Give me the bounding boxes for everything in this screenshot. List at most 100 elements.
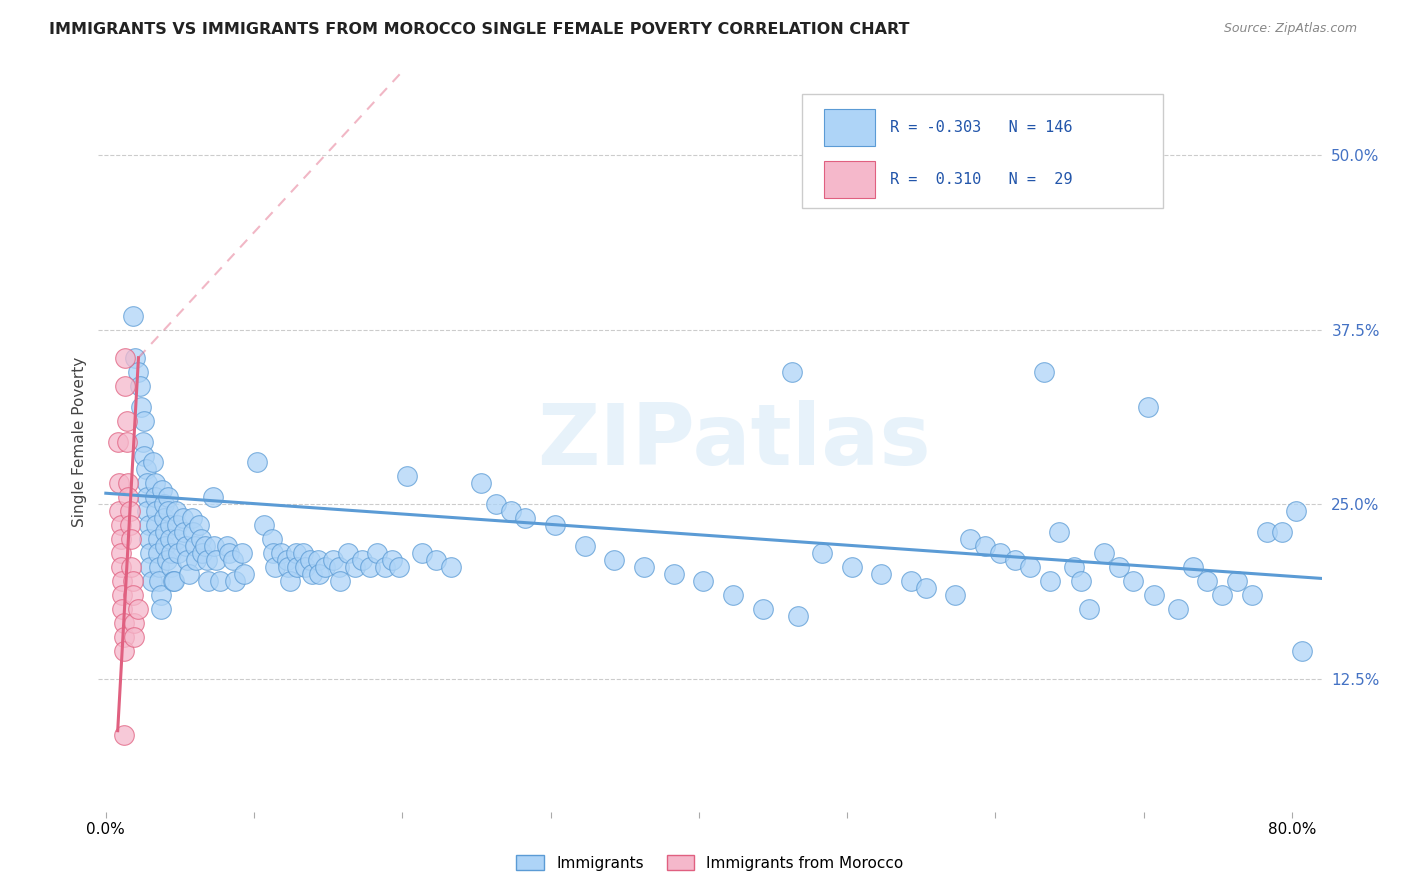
Point — [197, 574, 219, 589]
Point — [988, 546, 1011, 560]
Point — [1291, 644, 1313, 658]
Point — [485, 497, 508, 511]
Text: R =  0.310   N =  29: R = 0.310 N = 29 — [890, 172, 1073, 187]
Point — [262, 546, 284, 560]
Point — [292, 546, 315, 560]
Point — [1256, 525, 1278, 540]
Point — [159, 533, 181, 547]
Point — [156, 553, 179, 567]
Point — [136, 491, 159, 505]
Point — [177, 567, 200, 582]
Point — [308, 567, 330, 582]
Point — [107, 434, 129, 449]
Point — [122, 616, 145, 631]
Point — [841, 560, 863, 574]
Point — [1285, 504, 1308, 518]
Point — [336, 546, 359, 560]
Point — [136, 476, 159, 491]
Point — [149, 588, 172, 602]
Point — [166, 533, 188, 547]
Point — [112, 630, 135, 644]
Point — [173, 525, 195, 540]
Point — [208, 574, 231, 589]
Point — [1077, 602, 1099, 616]
Point — [1211, 588, 1233, 602]
Point — [117, 491, 139, 505]
Point — [142, 455, 165, 469]
Point — [110, 546, 132, 560]
Text: Source: ZipAtlas.com: Source: ZipAtlas.com — [1223, 22, 1357, 36]
Point — [138, 518, 160, 533]
Point — [294, 560, 316, 574]
Point — [153, 525, 176, 540]
Point — [110, 533, 132, 547]
Text: R = -0.303   N = 146: R = -0.303 N = 146 — [890, 120, 1073, 135]
Point — [111, 574, 134, 589]
Point — [139, 546, 162, 560]
Point — [1167, 602, 1189, 616]
Point — [111, 588, 134, 602]
Point — [782, 365, 804, 379]
FancyBboxPatch shape — [824, 109, 875, 146]
Point — [129, 378, 152, 392]
Point — [118, 518, 141, 533]
Point — [166, 518, 188, 533]
Point — [603, 553, 626, 567]
Point — [222, 553, 245, 567]
Point — [117, 476, 139, 491]
Point — [381, 553, 404, 567]
Point — [143, 491, 166, 505]
Point — [253, 518, 276, 533]
Point — [307, 553, 329, 567]
Point — [900, 574, 922, 589]
Point — [134, 449, 156, 463]
FancyBboxPatch shape — [801, 94, 1163, 209]
Point — [122, 630, 145, 644]
Point — [162, 574, 184, 589]
Point — [787, 609, 810, 624]
Point — [366, 546, 388, 560]
Point — [470, 476, 492, 491]
Point — [440, 560, 463, 574]
Point — [260, 533, 283, 547]
Point — [1122, 574, 1144, 589]
Point — [284, 546, 307, 560]
Point — [139, 560, 162, 574]
Point — [359, 560, 381, 574]
Point — [352, 553, 374, 567]
Point — [277, 560, 299, 574]
Point — [263, 560, 285, 574]
Point — [544, 518, 567, 533]
Point — [218, 546, 240, 560]
Point — [1033, 365, 1056, 379]
Point — [1143, 588, 1166, 602]
Point — [1181, 560, 1204, 574]
Point — [152, 511, 174, 525]
Point — [136, 504, 159, 518]
Point — [112, 728, 135, 742]
Y-axis label: Single Female Poverty: Single Female Poverty — [72, 357, 87, 526]
Point — [194, 539, 217, 553]
Point — [751, 602, 773, 616]
Point — [112, 616, 135, 631]
Point — [232, 567, 254, 582]
Point — [395, 469, 418, 483]
Point — [515, 511, 537, 525]
Point — [202, 539, 225, 553]
Point — [160, 546, 183, 560]
Point — [343, 560, 366, 574]
Point — [121, 574, 143, 589]
Point — [174, 539, 197, 553]
Point — [120, 560, 142, 574]
Point — [328, 560, 350, 574]
Point — [172, 511, 194, 525]
Point — [191, 546, 214, 560]
Point — [120, 533, 142, 547]
Point — [499, 504, 522, 518]
Point — [329, 574, 352, 589]
Point — [176, 553, 198, 567]
Point — [153, 539, 176, 553]
Point — [108, 476, 131, 491]
Point — [186, 553, 208, 567]
Point — [143, 476, 166, 491]
